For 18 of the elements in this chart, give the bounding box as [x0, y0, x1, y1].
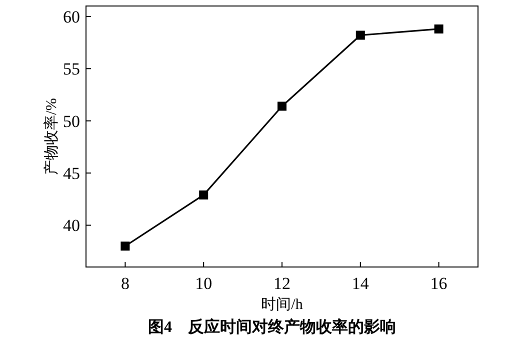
x-tick-label: 16 [430, 274, 448, 293]
point [356, 30, 365, 40]
point [199, 190, 208, 200]
text: 图4 反应时间对终产物收率的影响 [148, 317, 396, 336]
y-axis-title: 产物收率/% [43, 98, 60, 175]
y-tick-label: 60 [63, 7, 80, 26]
point [278, 102, 286, 111]
x-tick-label: 8 [120, 274, 130, 293]
x-tick-label: 14 [352, 274, 370, 293]
x-axis-title: 时间/h [261, 296, 304, 313]
point [120, 242, 130, 251]
y-tick-label: 55 [63, 60, 80, 79]
point [434, 24, 444, 34]
y-tick-label: 45 [63, 164, 80, 184]
x-tick-label: 12 [274, 274, 290, 293]
y-tick-label: 40 [63, 216, 80, 236]
y-tick-label: 50 [63, 112, 80, 131]
x-tick-label: 10 [195, 274, 212, 293]
